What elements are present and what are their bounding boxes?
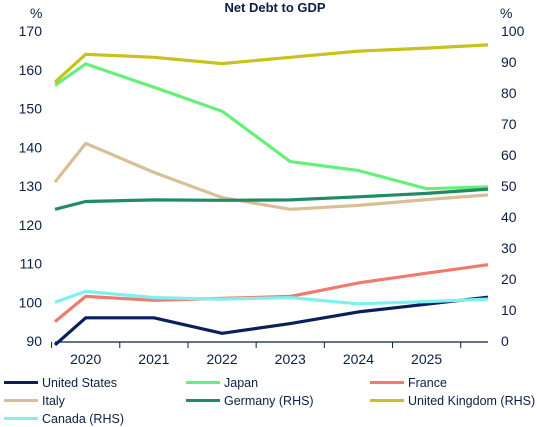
net-debt-chart: Net Debt to GDP % % 90100110120130140150… xyxy=(19,0,525,367)
series-line-canada-rhs xyxy=(54,289,489,306)
right-axis-unit: % xyxy=(500,5,512,21)
legend-swatch xyxy=(4,399,38,402)
left-axis-ticks: 90 100 110 120 130 140 150 160 170 xyxy=(19,23,43,349)
right-axis-ticks: 0 10 20 30 40 50 60 70 80 90 100 xyxy=(501,23,525,349)
legend-label: Canada (RHS) xyxy=(42,411,124,426)
legend-label: Germany (RHS) xyxy=(224,393,314,408)
right-tick-label: 80 xyxy=(501,85,517,101)
right-tick-label: 10 xyxy=(501,302,517,318)
right-tick-label: 40 xyxy=(501,209,517,225)
legend-item: Italy xyxy=(4,392,65,409)
series-line-italy xyxy=(53,141,489,211)
x-tick-label: 2021 xyxy=(138,351,169,367)
x-tick-label: 2022 xyxy=(206,351,237,367)
legend-item: France xyxy=(370,374,447,391)
series-line-germany-rhs xyxy=(54,187,489,211)
left-axis-unit: % xyxy=(30,5,42,21)
left-tick-label: 120 xyxy=(19,217,43,233)
x-tick-label: 2024 xyxy=(343,351,374,367)
legend-item: Germany (RHS) xyxy=(186,392,314,409)
legend-label: Japan xyxy=(224,375,259,390)
legend-item: United Kingdom (RHS) xyxy=(370,392,535,409)
x-tick-label: 2025 xyxy=(411,351,442,367)
right-tick-label: 90 xyxy=(501,54,517,70)
x-axis: 2020 2021 2022 2023 2024 2025 xyxy=(51,341,488,367)
right-tick-label: 70 xyxy=(501,116,517,132)
legend-swatch xyxy=(4,381,38,384)
series-lines xyxy=(53,43,489,347)
series-line-united-states xyxy=(53,295,489,347)
series-line-japan xyxy=(54,62,489,191)
legend-swatch xyxy=(370,399,404,402)
left-tick-label: 160 xyxy=(19,62,43,78)
legend-item: United States xyxy=(4,374,117,391)
left-tick-label: 140 xyxy=(19,139,43,155)
left-tick-label: 130 xyxy=(19,178,43,194)
legend-label: United States xyxy=(42,375,118,390)
series-line-united-kingdom-rhs xyxy=(53,43,489,84)
legend-label: Italy xyxy=(42,393,65,408)
right-tick-label: 60 xyxy=(501,147,517,163)
right-tick-label: 30 xyxy=(501,240,517,256)
right-tick-label: 100 xyxy=(501,23,525,39)
left-tick-label: 110 xyxy=(20,256,43,272)
chart-legend: United States Japan France Italy Germany (RH… xyxy=(0,372,537,426)
legend-swatch xyxy=(4,417,38,420)
x-tick-label: 2020 xyxy=(70,351,101,367)
left-tick-label: 100 xyxy=(19,294,43,310)
legend-swatch xyxy=(186,399,220,402)
right-tick-label: 50 xyxy=(501,178,517,194)
legend-item: Canada (RHS) xyxy=(4,410,124,427)
legend-item: Japan xyxy=(186,374,258,391)
legend-swatch xyxy=(186,381,220,384)
left-tick-label: 150 xyxy=(19,101,43,117)
legend-swatch xyxy=(370,381,404,384)
right-tick-label: 20 xyxy=(501,271,517,287)
chart-title: Net Debt to GDP xyxy=(224,0,325,15)
left-tick-label: 90 xyxy=(26,333,42,349)
right-tick-label: 0 xyxy=(501,333,509,349)
legend-label: France xyxy=(408,375,447,390)
left-tick-label: 170 xyxy=(19,23,43,39)
x-tick-label: 2023 xyxy=(275,351,306,367)
legend-label: United Kingdom (RHS) xyxy=(408,393,536,408)
